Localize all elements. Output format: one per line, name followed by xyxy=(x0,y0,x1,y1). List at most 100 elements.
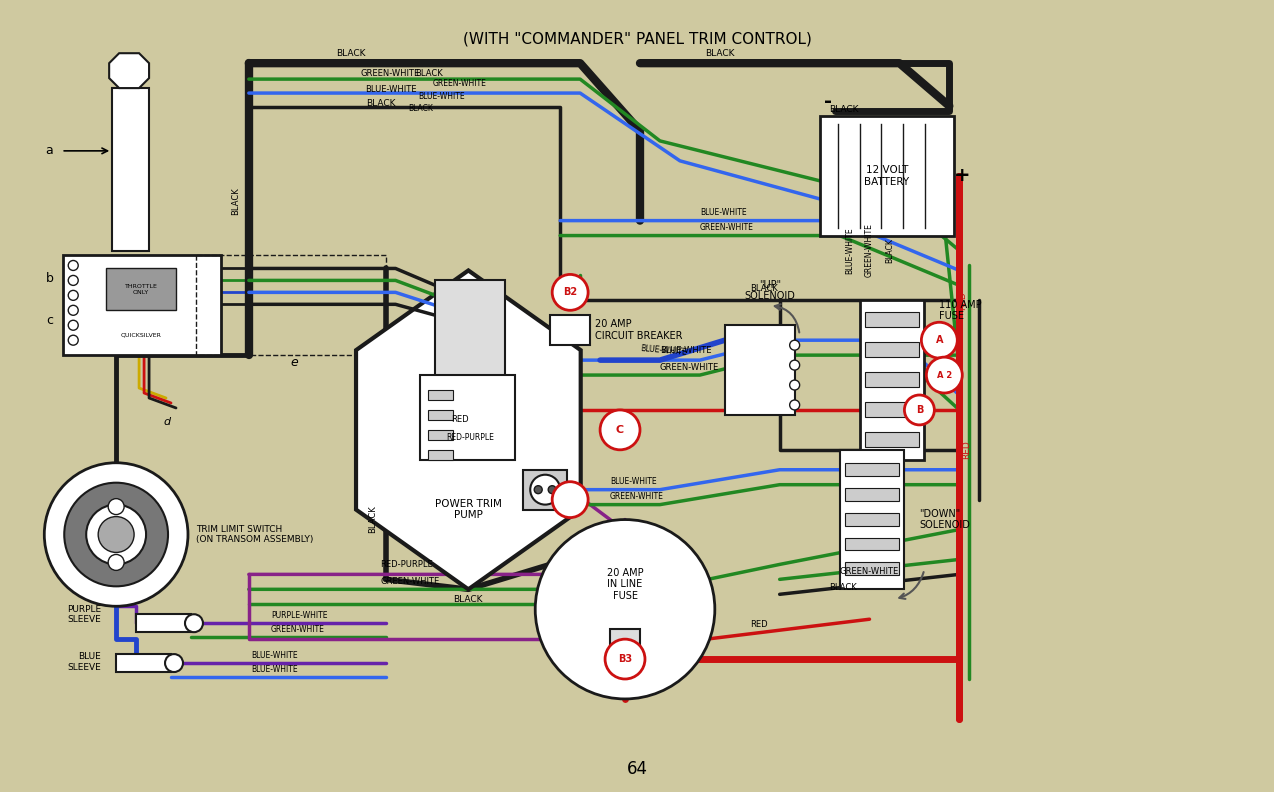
Bar xyxy=(845,562,899,575)
Text: BLACK: BLACK xyxy=(705,48,735,58)
Text: BLACK: BLACK xyxy=(885,238,894,263)
Text: BLACK: BLACK xyxy=(366,98,395,108)
Text: PURPLE-WHITE: PURPLE-WHITE xyxy=(271,611,327,619)
Polygon shape xyxy=(355,270,581,589)
Bar xyxy=(865,432,920,447)
Polygon shape xyxy=(106,268,176,310)
Text: BLACK: BLACK xyxy=(829,105,859,113)
Bar xyxy=(428,390,454,400)
Text: BLUE-WHITE: BLUE-WHITE xyxy=(418,92,465,101)
Text: 20 AMP
CIRCUIT BREAKER: 20 AMP CIRCUIT BREAKER xyxy=(595,319,683,341)
Text: a: a xyxy=(46,144,54,158)
Circle shape xyxy=(185,615,203,632)
Circle shape xyxy=(69,261,78,270)
Bar xyxy=(865,312,920,327)
Bar xyxy=(428,430,454,440)
Text: THROTTLE
ONLY: THROTTLE ONLY xyxy=(125,284,158,295)
Circle shape xyxy=(64,482,168,586)
Text: BLUE-WHITE: BLUE-WHITE xyxy=(845,227,854,274)
Circle shape xyxy=(605,639,645,679)
Bar xyxy=(136,615,191,632)
Text: (WITH "COMMANDER" PANEL TRIM CONTROL): (WITH "COMMANDER" PANEL TRIM CONTROL) xyxy=(462,31,812,46)
Circle shape xyxy=(69,335,78,345)
Bar xyxy=(428,450,454,460)
Circle shape xyxy=(921,322,957,358)
Text: GREEN-WHITE: GREEN-WHITE xyxy=(865,223,874,277)
Text: GREEN-WHITE: GREEN-WHITE xyxy=(432,78,487,88)
Bar xyxy=(725,326,795,415)
Circle shape xyxy=(552,274,589,310)
Circle shape xyxy=(87,505,147,565)
Text: RED: RED xyxy=(962,440,971,459)
Bar xyxy=(116,654,171,672)
Text: GREEN-WHITE: GREEN-WHITE xyxy=(610,492,664,501)
Text: BLUE-WHITE: BLUE-WHITE xyxy=(699,208,747,217)
Bar xyxy=(420,375,515,460)
Bar xyxy=(865,372,920,387)
Circle shape xyxy=(45,463,189,606)
Circle shape xyxy=(790,400,800,410)
Circle shape xyxy=(790,360,800,370)
Text: BLUE-WHITE: BLUE-WHITE xyxy=(251,650,297,660)
Text: 12 VOLT
BATTERY: 12 VOLT BATTERY xyxy=(864,165,910,187)
Text: BLACK: BLACK xyxy=(415,69,443,78)
Circle shape xyxy=(69,291,78,300)
Circle shape xyxy=(790,380,800,390)
Bar xyxy=(819,116,954,235)
Bar xyxy=(550,315,590,345)
Text: GREEN-WHITE: GREEN-WHITE xyxy=(361,69,420,78)
Text: GREEN-WHITE: GREEN-WHITE xyxy=(699,223,754,232)
Circle shape xyxy=(530,474,561,505)
Circle shape xyxy=(535,520,715,699)
Text: "UP"
SOLENOID: "UP" SOLENOID xyxy=(744,280,795,301)
Text: BLUE-WHITE: BLUE-WHITE xyxy=(364,85,417,93)
Text: RED-PURPLE: RED-PURPLE xyxy=(381,560,433,569)
Text: 110 AMP
FUSE: 110 AMP FUSE xyxy=(939,299,982,321)
Text: A: A xyxy=(935,335,943,345)
Text: -: - xyxy=(823,92,832,111)
Text: 64: 64 xyxy=(627,760,647,778)
Text: BLACK: BLACK xyxy=(829,583,857,592)
Text: RED: RED xyxy=(451,416,469,425)
Circle shape xyxy=(790,341,800,350)
Bar xyxy=(845,538,899,550)
Bar xyxy=(524,470,567,509)
Text: BLACK: BLACK xyxy=(750,284,777,293)
Text: +: + xyxy=(954,166,971,185)
Text: BLACK: BLACK xyxy=(232,187,241,215)
Text: RED-PURPLE: RED-PURPLE xyxy=(446,433,494,443)
Text: QUICKSILVER: QUICKSILVER xyxy=(121,333,162,337)
Text: TRIM LIMIT SWITCH
(ON TRANSOM ASSEMBLY): TRIM LIMIT SWITCH (ON TRANSOM ASSEMBLY) xyxy=(196,525,313,544)
Text: GREEN-WHITE: GREEN-WHITE xyxy=(381,577,440,586)
Circle shape xyxy=(600,410,640,450)
Text: GREEN-WHITE: GREEN-WHITE xyxy=(840,567,899,576)
Polygon shape xyxy=(64,256,220,355)
Circle shape xyxy=(534,485,543,493)
Text: B3: B3 xyxy=(618,654,632,664)
Bar xyxy=(845,488,899,501)
Polygon shape xyxy=(112,88,149,250)
Text: b: b xyxy=(46,272,54,285)
Bar xyxy=(436,280,506,380)
Text: BLUE-WHITE: BLUE-WHITE xyxy=(640,344,687,356)
Text: PURPLE
SLEEVE: PURPLE SLEEVE xyxy=(68,604,101,624)
Bar xyxy=(865,402,920,417)
Circle shape xyxy=(98,516,134,553)
Circle shape xyxy=(905,395,934,425)
Circle shape xyxy=(69,306,78,315)
Text: BLACK: BLACK xyxy=(409,104,433,112)
Text: d: d xyxy=(163,417,171,427)
Text: BLACK: BLACK xyxy=(454,595,483,604)
Text: POWER TRIM
PUMP: POWER TRIM PUMP xyxy=(434,499,502,520)
Circle shape xyxy=(69,320,78,330)
Bar xyxy=(845,512,899,526)
Circle shape xyxy=(108,554,124,570)
Circle shape xyxy=(926,357,962,393)
Circle shape xyxy=(552,482,589,518)
Text: 20 AMP
IN LINE
FUSE: 20 AMP IN LINE FUSE xyxy=(606,568,643,601)
Text: "DOWN"
SOLENOID: "DOWN" SOLENOID xyxy=(920,508,971,531)
Text: BLACK: BLACK xyxy=(336,48,366,58)
Text: c: c xyxy=(46,314,54,327)
Bar xyxy=(428,410,454,420)
Circle shape xyxy=(108,499,124,515)
